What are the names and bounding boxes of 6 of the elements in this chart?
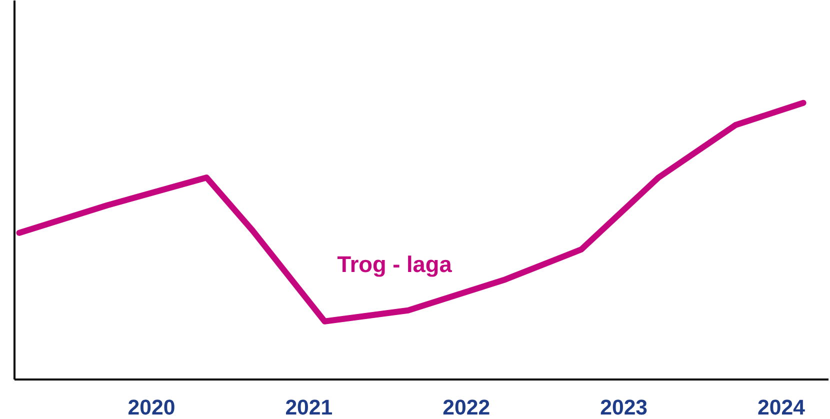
x-tick-label: 2024	[758, 396, 806, 419]
series-label: Trog - laga	[337, 251, 452, 278]
x-tick-label: 2023	[600, 396, 648, 419]
x-tick-label: 2020	[128, 396, 176, 419]
x-tick-label: 2022	[442, 396, 490, 419]
x-tick-label: 2021	[285, 396, 333, 419]
